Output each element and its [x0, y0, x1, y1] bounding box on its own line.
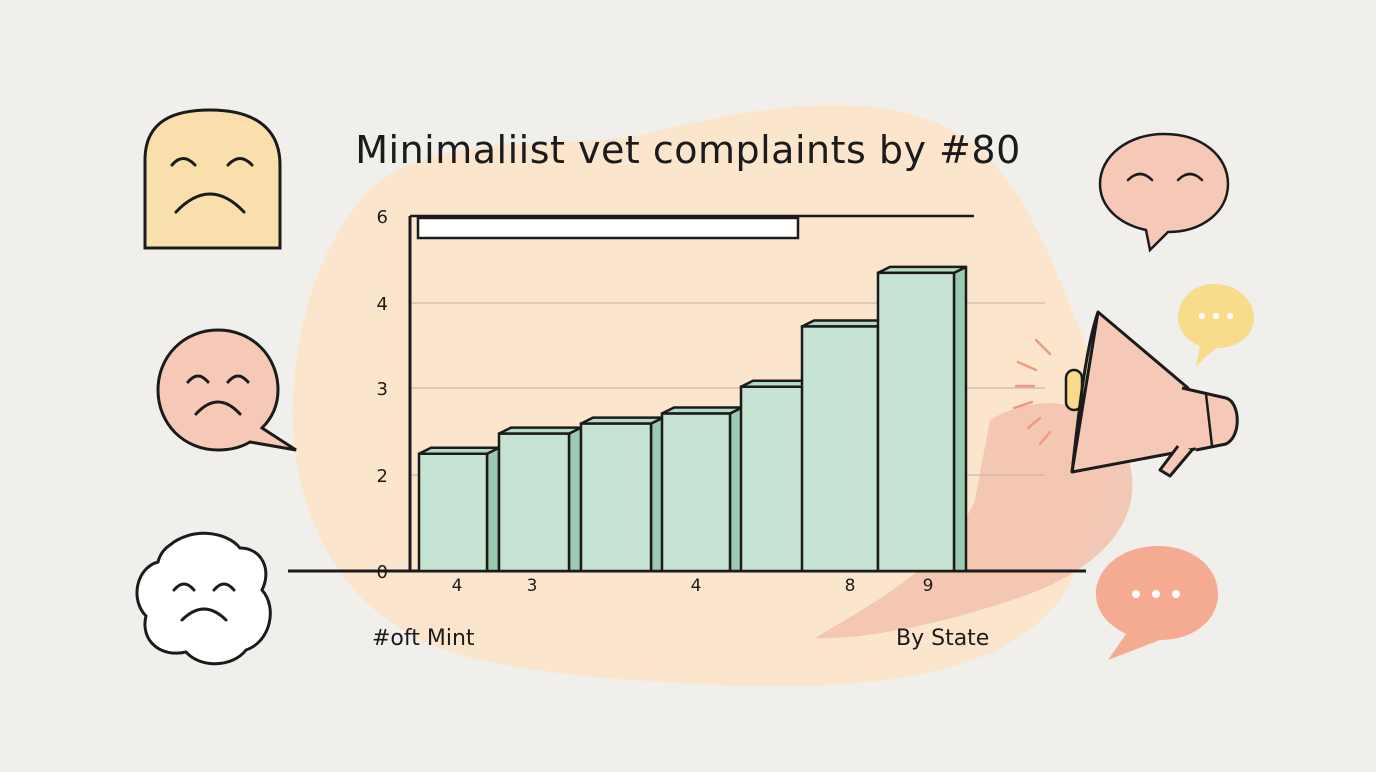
megaphone-icon: [1012, 310, 1239, 478]
sad-cloud-face-icon: [135, 531, 272, 666]
bar-front: [497, 432, 571, 573]
bar-front: [579, 422, 653, 573]
legend-box: [416, 216, 800, 240]
footer-right-label: By State: [896, 626, 990, 651]
bar-front: [876, 271, 956, 573]
ellipsis-bubble-icon: [1096, 546, 1218, 660]
y-tick-label: 4: [377, 294, 388, 315]
bar: [579, 416, 665, 573]
x-tick-label: 4: [691, 576, 702, 596]
bar: [660, 406, 744, 573]
bar-front: [800, 325, 880, 573]
bar: [417, 446, 501, 573]
bar-layer: [417, 265, 968, 573]
bar: [497, 426, 583, 573]
x-tick-label: 4: [452, 576, 463, 596]
typing-bubble-icon: [1178, 284, 1254, 366]
y-tick-label: 3: [377, 379, 388, 400]
happy-speech-bubble-icon: [1098, 132, 1230, 253]
bar: [876, 265, 968, 573]
background-accent-blob: [815, 403, 1133, 639]
bar-side: [485, 446, 501, 573]
bar-front: [660, 412, 732, 573]
bar-side: [952, 265, 968, 573]
y-tick-label: 0: [377, 562, 388, 583]
bar-side: [567, 426, 583, 573]
x-tick-label: 9: [923, 576, 934, 596]
x-tick-label: 3: [527, 576, 538, 596]
y-tick-label: 6: [377, 207, 388, 228]
tick-layer: 0 2 3 4 6 4 3 4 8 9: [377, 207, 934, 596]
bar-front: [739, 385, 813, 573]
chart-title: Minimaliist vet complaints by #80: [355, 128, 1021, 172]
sad-square-face-icon: [143, 108, 282, 250]
sad-round-bubble-face-icon: [156, 328, 297, 452]
bar-front: [417, 452, 489, 573]
footer-left-label: #oft Mint: [372, 626, 475, 651]
x-tick-label: 8: [845, 576, 856, 596]
y-tick-label: 2: [377, 466, 388, 487]
